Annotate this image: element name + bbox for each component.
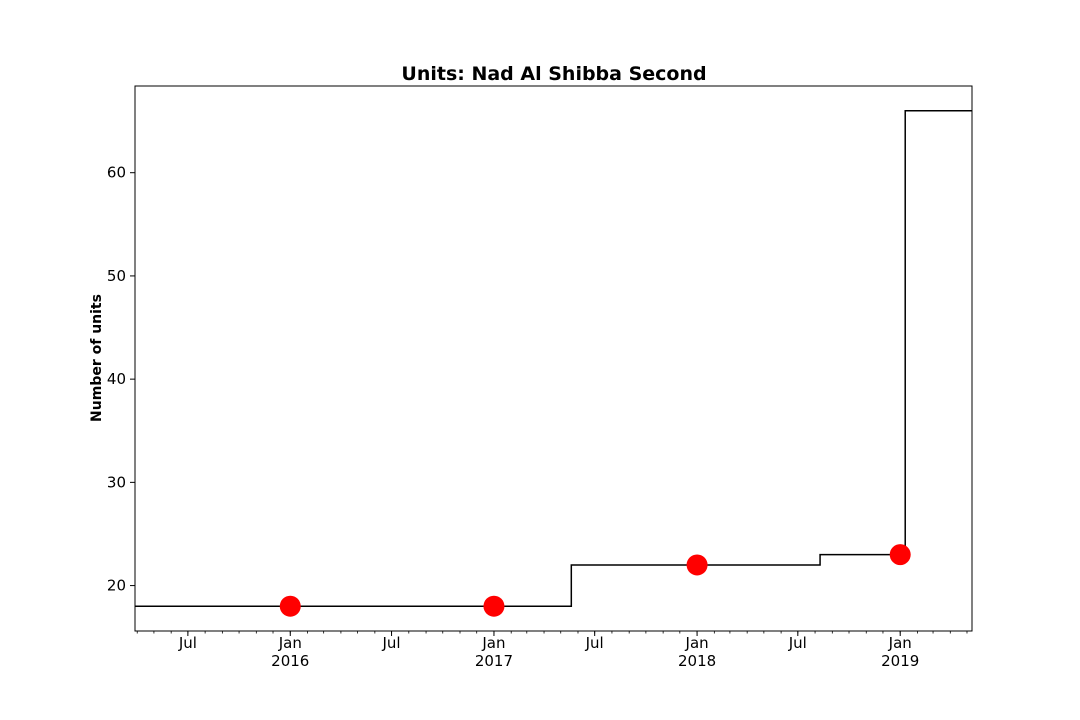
x-tick-label: Jan [278,634,302,652]
x-tick-label: Jan [481,634,505,652]
x-tick-label: Jan [685,634,709,652]
x-tick-year-label: 2018 [678,652,716,670]
x-tick-year-label: 2016 [271,652,309,670]
y-tick-label: 60 [107,164,126,182]
x-tick-label: Jul [788,634,807,652]
x-tick-label: Jul [178,634,197,652]
y-tick-label: 50 [107,267,126,285]
y-tick-label: 40 [107,370,126,388]
y-axis-label: Number of units [89,294,105,422]
plot-area [135,110,972,617]
x-tick-year-label: 2019 [881,652,919,670]
data-point [483,595,505,617]
x-tick-label: Jan [888,634,912,652]
x-tick-label: Jul [381,634,400,652]
data-point [686,554,708,576]
x-tick-label: Jul [585,634,604,652]
y-tick-label: 20 [107,577,126,595]
chart-title: Units: Nad Al Shibba Second [401,63,706,85]
plot-frame [134,85,973,632]
data-point [889,544,911,566]
data-point [279,595,301,617]
step-line [135,110,972,607]
x-tick-year-label: 2017 [475,652,513,670]
y-tick-label: 30 [107,473,126,491]
